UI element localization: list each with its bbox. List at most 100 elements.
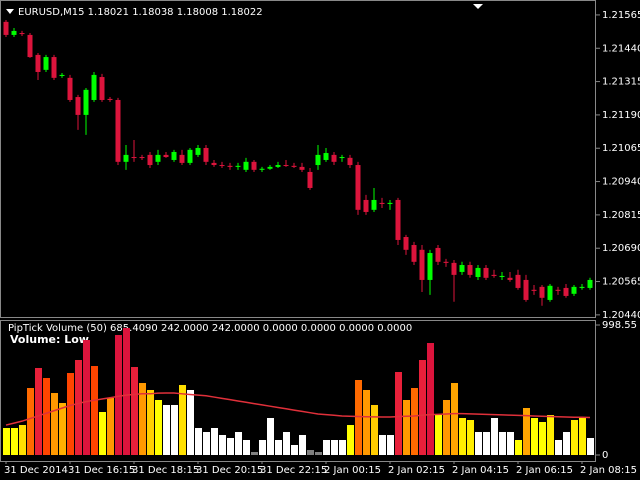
volume-bar bbox=[227, 437, 234, 455]
candle-body bbox=[51, 57, 57, 78]
volume-bar bbox=[195, 427, 202, 455]
candle-body bbox=[507, 277, 513, 280]
y-tick-label: 1.21065 bbox=[602, 143, 640, 154]
y-tick-label: 0 bbox=[602, 450, 608, 461]
candle-body bbox=[427, 253, 433, 280]
volume-bar bbox=[427, 342, 434, 455]
y-tick-label: 1.21565 bbox=[602, 10, 640, 21]
volume-bar bbox=[299, 435, 306, 455]
x-tick-label: 31 Dec 20:15 bbox=[196, 465, 263, 476]
candle-body bbox=[331, 154, 337, 162]
candle-body bbox=[179, 154, 185, 163]
volume-bar bbox=[403, 399, 410, 455]
candle-body bbox=[403, 237, 409, 250]
candle-body bbox=[83, 89, 89, 115]
x-tick-label: 2 Jan 04:15 bbox=[452, 465, 509, 476]
candle-body bbox=[155, 154, 161, 162]
candle-body bbox=[203, 147, 209, 162]
volume-bar bbox=[539, 421, 546, 455]
candle-body bbox=[555, 289, 561, 291]
candle-body bbox=[363, 199, 369, 212]
volume-bar bbox=[187, 389, 194, 455]
candle-body bbox=[187, 149, 193, 163]
volume-bar bbox=[419, 360, 426, 455]
candle-body bbox=[387, 202, 393, 204]
volume-bar bbox=[563, 431, 570, 455]
volume-bar bbox=[219, 435, 226, 455]
volume-bar bbox=[83, 340, 90, 455]
volume-bar bbox=[499, 431, 506, 455]
candle-body bbox=[99, 77, 105, 100]
volume-bar bbox=[315, 452, 322, 455]
candle-body bbox=[235, 165, 241, 167]
candle-body bbox=[379, 202, 385, 204]
volume-bar bbox=[555, 440, 562, 455]
y-tick-label: 1.21440 bbox=[602, 43, 640, 54]
candle-body bbox=[563, 287, 569, 296]
volume-bar bbox=[203, 431, 210, 455]
volume-bar bbox=[307, 450, 314, 455]
candle-body bbox=[43, 57, 49, 70]
volume-bar bbox=[251, 452, 258, 455]
candle-body bbox=[355, 165, 361, 210]
volume-bar bbox=[483, 431, 490, 455]
candle-body bbox=[539, 286, 545, 298]
candle-body bbox=[195, 147, 201, 155]
y-tick-label: 998.55 bbox=[602, 320, 637, 331]
y-tick-label: 1.20940 bbox=[602, 177, 640, 188]
volume-bar bbox=[411, 388, 418, 455]
candle-body bbox=[571, 286, 577, 294]
candle-body bbox=[347, 157, 353, 166]
candle-body bbox=[419, 249, 425, 280]
shift-marker bbox=[473, 4, 483, 9]
volume-bar bbox=[507, 431, 514, 455]
candle-body bbox=[27, 34, 33, 58]
candle-body bbox=[371, 199, 377, 210]
volume-bar bbox=[259, 440, 266, 455]
candle-body bbox=[531, 289, 537, 291]
candle-body bbox=[259, 168, 265, 170]
volume-bar bbox=[395, 372, 402, 455]
menu-arrow[interactable] bbox=[6, 9, 14, 14]
volume-annotation: Volume: Low bbox=[10, 333, 89, 346]
volume-bar bbox=[51, 393, 58, 455]
candle-body bbox=[171, 151, 177, 160]
candle-body bbox=[3, 21, 9, 35]
volume-bar bbox=[35, 367, 42, 455]
volume-bar bbox=[59, 403, 66, 455]
volume-bar bbox=[331, 440, 338, 455]
volume-bar bbox=[587, 437, 594, 455]
volume-bar bbox=[387, 435, 394, 455]
volume-bar bbox=[371, 404, 378, 455]
volume-bar bbox=[435, 415, 442, 455]
volume-bar bbox=[379, 435, 386, 455]
candle-body bbox=[75, 97, 81, 115]
candle-body bbox=[459, 265, 465, 272]
candle-body bbox=[35, 54, 41, 72]
candle-body bbox=[467, 265, 473, 275]
candle-body bbox=[443, 261, 449, 263]
volume-bar bbox=[67, 373, 74, 455]
candle-body bbox=[483, 267, 489, 278]
volume-bar bbox=[531, 418, 538, 455]
volume-bar bbox=[43, 378, 50, 455]
volume-bar bbox=[267, 418, 274, 455]
candle-body bbox=[19, 33, 25, 35]
volume-bar bbox=[11, 427, 18, 455]
candle-body bbox=[523, 279, 529, 300]
candle-body bbox=[291, 165, 297, 167]
candle-body bbox=[147, 154, 153, 166]
candle-body bbox=[227, 165, 233, 167]
volume-bar bbox=[179, 384, 186, 455]
volume-bar bbox=[579, 418, 586, 455]
y-tick-label: 1.20815 bbox=[602, 210, 640, 221]
candle-body bbox=[339, 157, 345, 159]
volume-bar bbox=[291, 445, 298, 455]
candle-body bbox=[163, 154, 169, 158]
candle-body bbox=[115, 99, 121, 162]
volume-bar bbox=[163, 404, 170, 455]
volume-bar bbox=[19, 425, 26, 455]
